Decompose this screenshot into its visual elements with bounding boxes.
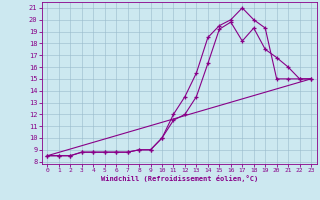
- X-axis label: Windchill (Refroidissement éolien,°C): Windchill (Refroidissement éolien,°C): [100, 175, 258, 182]
